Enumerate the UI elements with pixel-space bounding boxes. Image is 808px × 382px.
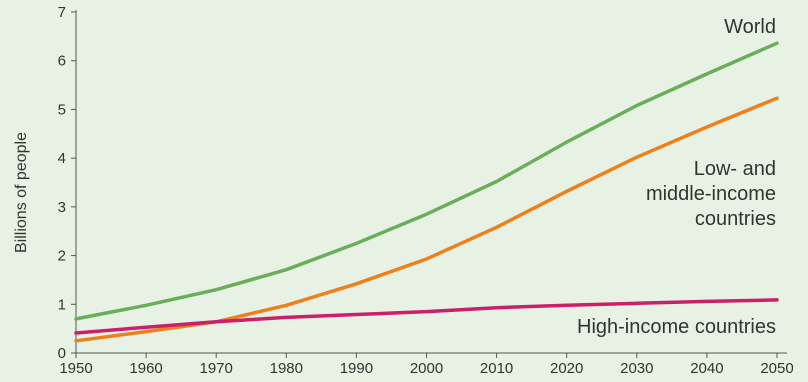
axes: 0 1 2 3 4 5 6 7 1950 1960 1970 1980 1990 2000 2010 2020… xyxy=(58,4,794,377)
series-label-2: High-income countries xyxy=(577,316,776,338)
series-label-1: Low- and middle-income countries xyxy=(646,158,776,230)
x-tick-label: 1990 xyxy=(340,360,373,377)
x-tick-label: 2020 xyxy=(550,360,583,377)
series-label-line: countries xyxy=(695,208,776,230)
x-tick-label: 1970 xyxy=(200,360,233,377)
x-tick-label: 1960 xyxy=(129,360,162,377)
x-tick-label: 2040 xyxy=(690,360,723,377)
x-tick-label: 2010 xyxy=(480,360,513,377)
y-axis-title: Billions of people xyxy=(13,132,30,253)
series-label-line: middle-income xyxy=(646,183,776,205)
x-tick-label: 1950 xyxy=(59,360,92,377)
series-line-0 xyxy=(74,41,779,321)
x-tick-label: 2050 xyxy=(760,360,793,377)
y-tick-label: 2 xyxy=(58,248,66,265)
series-label-0: World xyxy=(724,16,776,38)
series-label-line: Low- and xyxy=(694,158,776,180)
y-tick-label: 0 xyxy=(58,345,66,362)
series-lines xyxy=(74,41,779,343)
series-line-2 xyxy=(74,298,779,335)
y-tick-label: 6 xyxy=(58,53,66,70)
y-tick-label: 3 xyxy=(58,199,66,216)
x-tick-label: 2030 xyxy=(620,360,653,377)
series-labels: World Low- and middle-income countries High-… xyxy=(577,16,776,338)
y-tick-label: 4 xyxy=(58,150,66,167)
x-tick-label: 2000 xyxy=(410,360,443,377)
y-tick-label: 7 xyxy=(58,4,66,21)
x-tick-label: 1980 xyxy=(270,360,303,377)
y-tick-label: 1 xyxy=(58,296,66,313)
y-tick-label: 5 xyxy=(58,101,66,118)
